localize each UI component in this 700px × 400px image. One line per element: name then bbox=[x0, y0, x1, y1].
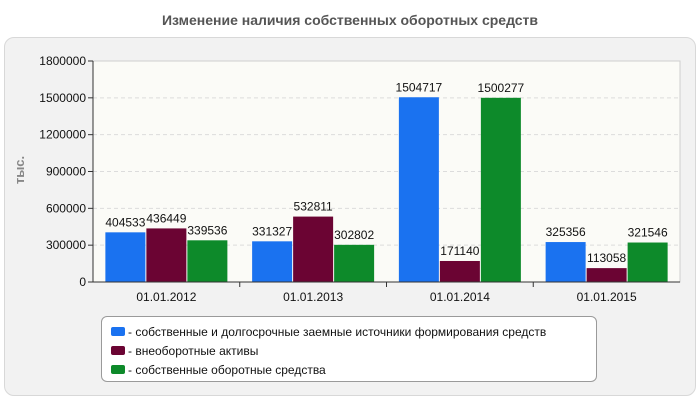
data-label: 113058 bbox=[587, 251, 626, 265]
legend-item: - внеоборотные активы bbox=[111, 341, 596, 360]
data-label: 532811 bbox=[294, 200, 333, 214]
legend-label: - собственные и долгосрочные заемные ист… bbox=[128, 324, 547, 339]
x-tick-label: 01.01.2015 bbox=[577, 290, 637, 304]
x-tick-label: 01.01.2012 bbox=[136, 290, 196, 304]
x-tick-label: 01.01.2013 bbox=[283, 290, 343, 304]
legend-swatch bbox=[111, 346, 125, 355]
legend: - собственные и долгосрочные заемные ист… bbox=[101, 316, 597, 382]
y-tick-label: 600000 bbox=[46, 201, 86, 215]
legend-swatch bbox=[111, 327, 125, 336]
legend-label: - собственные оборотные средства bbox=[128, 362, 326, 377]
bar bbox=[586, 268, 627, 282]
y-tick-label: 1500000 bbox=[39, 91, 86, 105]
data-label: 302802 bbox=[334, 228, 374, 242]
y-axis-label: тыс. bbox=[12, 156, 27, 184]
legend-swatch bbox=[111, 365, 125, 374]
data-label: 171140 bbox=[440, 244, 479, 258]
y-tick-label: 300000 bbox=[46, 238, 86, 252]
y-tick-label: 1800000 bbox=[39, 54, 86, 68]
bar bbox=[252, 241, 293, 282]
legend-item: - собственные и долгосрочные заемные ист… bbox=[111, 322, 596, 341]
data-label: 339536 bbox=[187, 223, 227, 237]
bar bbox=[105, 232, 146, 282]
data-label: 1500277 bbox=[478, 81, 525, 95]
y-tick-label: 1200000 bbox=[39, 128, 86, 142]
x-tick-label: 01.01.2014 bbox=[430, 290, 490, 304]
bar bbox=[480, 97, 521, 283]
bar bbox=[146, 228, 187, 282]
legend-label: - внеоборотные активы bbox=[128, 343, 259, 358]
bar bbox=[293, 216, 334, 282]
data-label: 436449 bbox=[146, 211, 186, 225]
chart-title: Изменение наличия собственных оборотных … bbox=[161, 12, 539, 28]
bar bbox=[187, 240, 228, 282]
data-label: 1504717 bbox=[396, 80, 443, 94]
data-label: 331327 bbox=[252, 224, 292, 238]
bar bbox=[627, 242, 668, 282]
data-label: 321546 bbox=[628, 226, 668, 240]
bar bbox=[439, 260, 480, 282]
bar bbox=[334, 244, 375, 282]
y-tick-label: 900000 bbox=[46, 165, 86, 179]
data-label: 404533 bbox=[105, 215, 145, 229]
bar bbox=[545, 242, 586, 282]
legend-item: - собственные оборотные средства bbox=[111, 360, 596, 379]
y-tick-label: 0 bbox=[79, 275, 86, 289]
data-label: 325356 bbox=[546, 225, 586, 239]
bar bbox=[398, 97, 439, 283]
